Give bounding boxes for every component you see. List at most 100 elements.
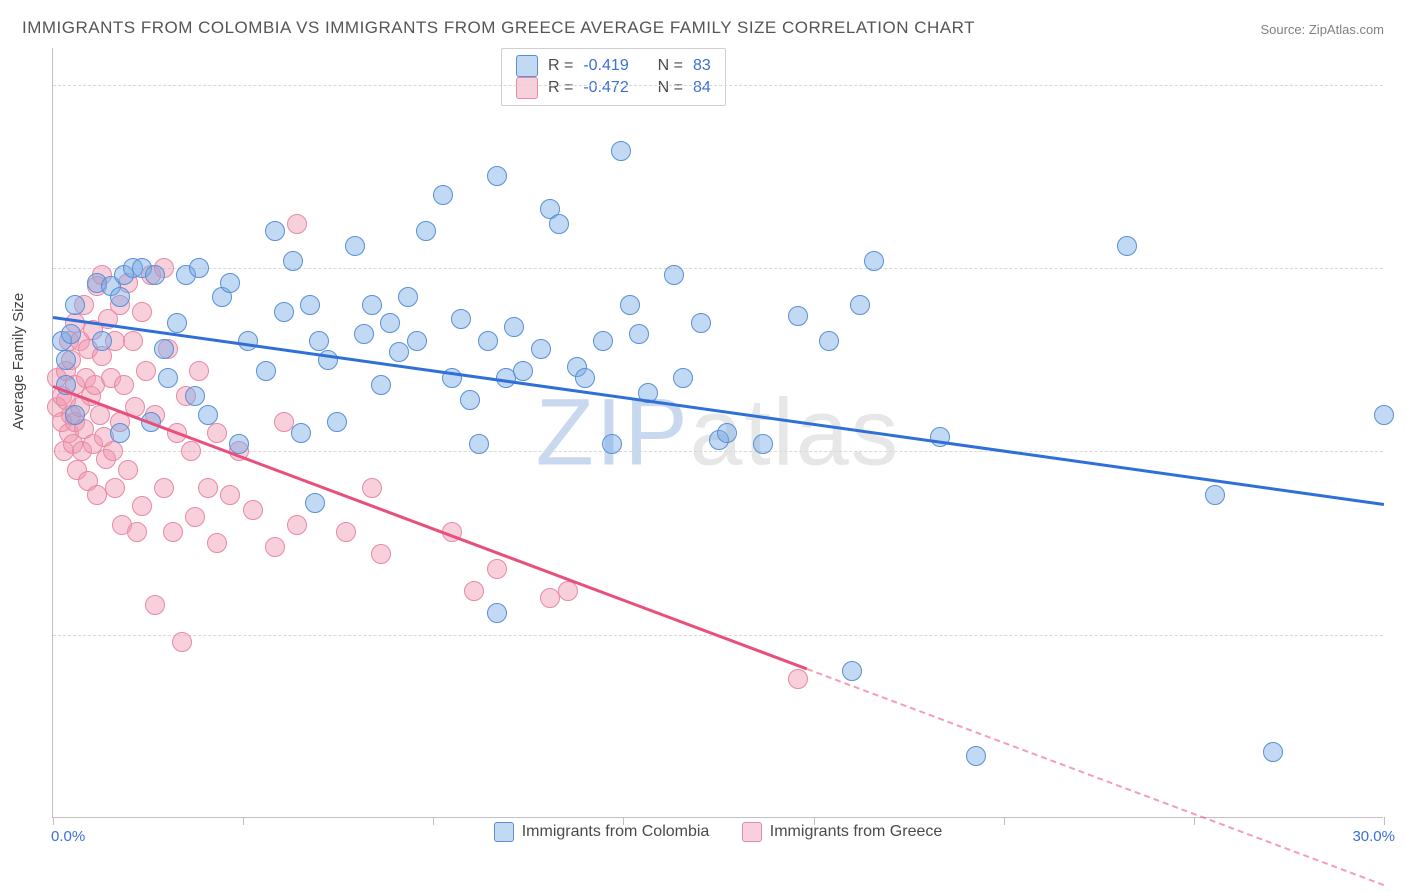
scatter-point-greece — [127, 522, 147, 542]
scatter-point-greece — [189, 361, 209, 381]
n-value-greece: 84 — [693, 79, 711, 97]
scatter-point-greece — [132, 496, 152, 516]
scatter-point-colombia — [189, 258, 209, 278]
scatter-point-colombia — [309, 331, 329, 351]
y-tick-label: 4.00 — [1393, 76, 1406, 93]
scatter-point-colombia — [305, 493, 325, 513]
scatter-point-greece — [274, 412, 294, 432]
scatter-point-colombia — [691, 313, 711, 333]
scatter-point-colombia — [487, 603, 507, 623]
scatter-point-colombia — [256, 361, 276, 381]
scatter-point-colombia — [673, 368, 693, 388]
scatter-point-colombia — [389, 342, 409, 362]
scatter-point-colombia — [198, 405, 218, 425]
scatter-point-colombia — [593, 331, 613, 351]
gridline-h — [53, 451, 1383, 452]
scatter-point-colombia — [185, 386, 205, 406]
stats-row-colombia: R = -0.419 N = 83 — [516, 55, 711, 77]
scatter-point-colombia — [629, 324, 649, 344]
legend-label-colombia: Immigrants from Colombia — [522, 823, 710, 841]
scatter-point-greece — [123, 331, 143, 351]
x-tick — [243, 817, 244, 825]
r-value-greece: -0.472 — [583, 79, 628, 97]
x-tick — [1384, 817, 1385, 825]
scatter-point-colombia — [167, 313, 187, 333]
scatter-point-greece — [464, 581, 484, 601]
scatter-point-colombia — [61, 324, 81, 344]
scatter-point-greece — [371, 544, 391, 564]
scatter-point-colombia — [238, 331, 258, 351]
x-tick — [1194, 817, 1195, 825]
scatter-point-colombia — [56, 350, 76, 370]
scatter-point-colombia — [1117, 236, 1137, 256]
legend-item-colombia: Immigrants from Colombia — [494, 822, 710, 842]
scatter-point-colombia — [487, 166, 507, 186]
trendline-greece-extrap — [807, 668, 1384, 886]
scatter-point-greece — [114, 375, 134, 395]
scatter-point-colombia — [110, 423, 130, 443]
scatter-point-colombia — [864, 251, 884, 271]
scatter-point-greece — [172, 632, 192, 652]
source-caption: Source: ZipAtlas.com — [1260, 22, 1384, 37]
scatter-point-greece — [185, 507, 205, 527]
scatter-point-colombia — [398, 287, 418, 307]
gridline-h — [53, 85, 1383, 86]
n-label: N = — [658, 79, 683, 97]
gridline-h — [53, 268, 1383, 269]
scatter-point-colombia — [1205, 485, 1225, 505]
scatter-point-greece — [118, 460, 138, 480]
scatter-point-colombia — [145, 265, 165, 285]
scatter-point-greece — [487, 559, 507, 579]
scatter-point-colombia — [65, 405, 85, 425]
swatch-greece — [516, 77, 538, 99]
scatter-point-greece — [163, 522, 183, 542]
scatter-point-greece — [287, 214, 307, 234]
scatter-point-colombia — [220, 273, 240, 293]
trendline-colombia — [53, 316, 1384, 506]
x-tick — [1004, 817, 1005, 825]
scatter-point-colombia — [433, 185, 453, 205]
legend-swatch-greece — [742, 822, 762, 842]
scatter-point-greece — [336, 522, 356, 542]
scatter-point-colombia — [354, 324, 374, 344]
stats-row-greece: R = -0.472 N = 84 — [516, 77, 711, 99]
scatter-point-colombia — [291, 423, 311, 443]
scatter-point-colombia — [966, 746, 986, 766]
scatter-point-colombia — [274, 302, 294, 322]
scatter-point-colombia — [549, 214, 569, 234]
scatter-point-colombia — [300, 295, 320, 315]
chart-title: IMMIGRANTS FROM COLOMBIA VS IMMIGRANTS F… — [22, 18, 975, 38]
scatter-point-greece — [198, 478, 218, 498]
scatter-point-colombia — [842, 661, 862, 681]
scatter-point-greece — [243, 500, 263, 520]
scatter-point-colombia — [416, 221, 436, 241]
plot-area: ZIPatlas R = -0.419 N = 83 R = -0.472 N … — [52, 48, 1383, 818]
scatter-point-greece — [220, 485, 240, 505]
stats-legend-box: R = -0.419 N = 83 R = -0.472 N = 84 — [501, 48, 726, 106]
series-legend: Immigrants from Colombia Immigrants from… — [53, 822, 1383, 847]
x-tick — [814, 817, 815, 825]
scatter-point-colombia — [154, 339, 174, 359]
scatter-point-greece — [154, 478, 174, 498]
scatter-point-greece — [103, 441, 123, 461]
scatter-point-colombia — [380, 313, 400, 333]
scatter-point-colombia — [575, 368, 595, 388]
legend-swatch-colombia — [494, 822, 514, 842]
y-tick-label: 3.50 — [1393, 260, 1406, 277]
scatter-point-colombia — [362, 295, 382, 315]
scatter-point-greece — [105, 478, 125, 498]
scatter-point-colombia — [753, 434, 773, 454]
scatter-point-greece — [136, 361, 156, 381]
n-label: N = — [658, 57, 683, 75]
swatch-colombia — [516, 55, 538, 77]
n-value-colombia: 83 — [693, 57, 711, 75]
scatter-point-greece — [788, 669, 808, 689]
scatter-point-colombia — [92, 331, 112, 351]
y-tick-label: 3.00 — [1393, 443, 1406, 460]
x-tick — [623, 817, 624, 825]
scatter-point-colombia — [460, 390, 480, 410]
scatter-point-colombia — [504, 317, 524, 337]
scatter-point-colombia — [664, 265, 684, 285]
scatter-point-colombia — [1374, 405, 1394, 425]
scatter-point-greece — [362, 478, 382, 498]
